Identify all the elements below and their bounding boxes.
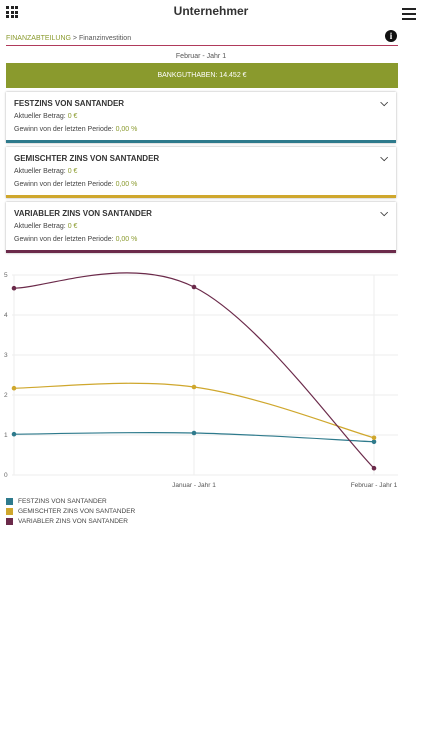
breadcrumb-current: Finanzinvestition [78,35,132,42]
x-tick-label: Januar - Jahr 1 [172,482,216,489]
chart-legend: FESTZINS VON SANTANDER GEMISCHTER ZINS V… [6,497,135,527]
card-title: VARIABLER ZINS VON SANTANDER [14,209,152,218]
breadcrumb-separator: > [72,35,77,42]
amount-row: Aktueller Betrag: 0 € [14,113,77,120]
data-point [371,439,377,445]
app-title: Unternehmer [173,4,249,18]
gain-row: Gewinn von der letzten Periode: 0,00 % [14,181,137,188]
data-point [11,285,17,291]
y-tick-label: 3 [4,352,8,359]
gain-value: 0,00 % [115,126,138,133]
chevron-down-icon[interactable]: ⌵ [380,153,388,164]
legend-swatch [6,498,13,505]
legend-item-variabel[interactable]: VARIABLER ZINS VON SANTANDER [6,517,135,527]
gain-row: Gewinn von der letzten Periode: 0,00 % [14,126,137,133]
gain-value: 0,00 % [115,236,138,243]
data-point [191,430,197,436]
investment-card-gemischt[interactable]: GEMISCHTER ZINS VON SANTANDER ⌵ Aktuelle… [6,147,396,198]
series-line [13,272,375,469]
y-tick-label: 0 [4,472,8,479]
amount-row: Aktueller Betrag: 0 € [14,168,77,175]
bank-balance-bar: BANKGUTHABEN: 14.452 € [6,63,398,88]
investment-card-festzins[interactable]: FESTZINS VON SANTANDER ⌵ Aktueller Betra… [6,92,396,143]
gain-label: Gewinn von der letzten Periode: [14,181,114,188]
y-tick-label: 5 [4,272,8,279]
gain-value: 0,00 % [115,181,138,188]
legend-swatch [6,518,13,525]
breadcrumb-link-finanzabteilung[interactable]: FINANZABTEILUNG [6,35,71,42]
legend-label: GEMISCHTER ZINS VON SANTANDER [18,508,136,515]
y-tick-label: 2 [4,392,8,399]
card-color-bar [6,140,396,143]
gain-row: Gewinn von der letzten Periode: 0,00 % [14,236,137,243]
amount-label: Aktueller Betrag: [14,168,66,175]
breadcrumb: FINANZABTEILUNG > Finanzinvestition [6,35,131,42]
investment-line-chart: 0 1 2 3 4 5 Januar - Jahr 1 Februar - Jahr 1 [4,272,398,489]
legend-swatch [6,508,13,515]
apps-grid-icon[interactable] [6,6,18,18]
info-icon[interactable]: i [385,30,397,42]
data-point [371,465,377,471]
legend-label: FESTZINS VON SANTANDER [18,498,107,505]
card-title: GEMISCHTER ZINS VON SANTANDER [14,154,160,163]
chevron-down-icon[interactable]: ⌵ [380,98,388,109]
data-point [11,385,17,391]
x-tick-label: Februar - Jahr 1 [351,482,398,489]
data-point [11,431,17,437]
gain-label: Gewinn von der letzten Periode: [14,236,114,243]
data-point [371,435,377,441]
legend-item-festzins[interactable]: FESTZINS VON SANTANDER [6,497,135,507]
period-label: Februar - Jahr 1 [175,53,227,60]
data-point [191,284,197,290]
y-tick-label: 1 [4,432,8,439]
chevron-down-icon[interactable]: ⌵ [380,208,388,219]
investment-card-variabel[interactable]: VARIABLER ZINS VON SANTANDER ⌵ Aktueller… [6,202,396,253]
gain-label: Gewinn von der letzten Periode: [14,126,114,133]
amount-label: Aktueller Betrag: [14,113,66,120]
hamburger-menu-icon[interactable] [402,8,416,20]
amount-label: Aktueller Betrag: [14,223,66,230]
amount-value: 0 € [67,223,78,230]
legend-item-gemischt[interactable]: GEMISCHTER ZINS VON SANTANDER [6,507,135,517]
amount-value: 0 € [67,168,78,175]
card-color-bar [6,250,396,253]
amount-value: 0 € [67,113,78,120]
card-title: FESTZINS VON SANTANDER [14,99,125,108]
card-color-bar [6,195,396,198]
legend-label: VARIABLER ZINS VON SANTANDER [18,518,128,525]
breadcrumb-divider [6,45,398,46]
top-bar: Unternehmer [0,0,422,26]
amount-row: Aktueller Betrag: 0 € [14,223,77,230]
data-point [191,384,197,390]
y-tick-label: 4 [4,312,8,319]
